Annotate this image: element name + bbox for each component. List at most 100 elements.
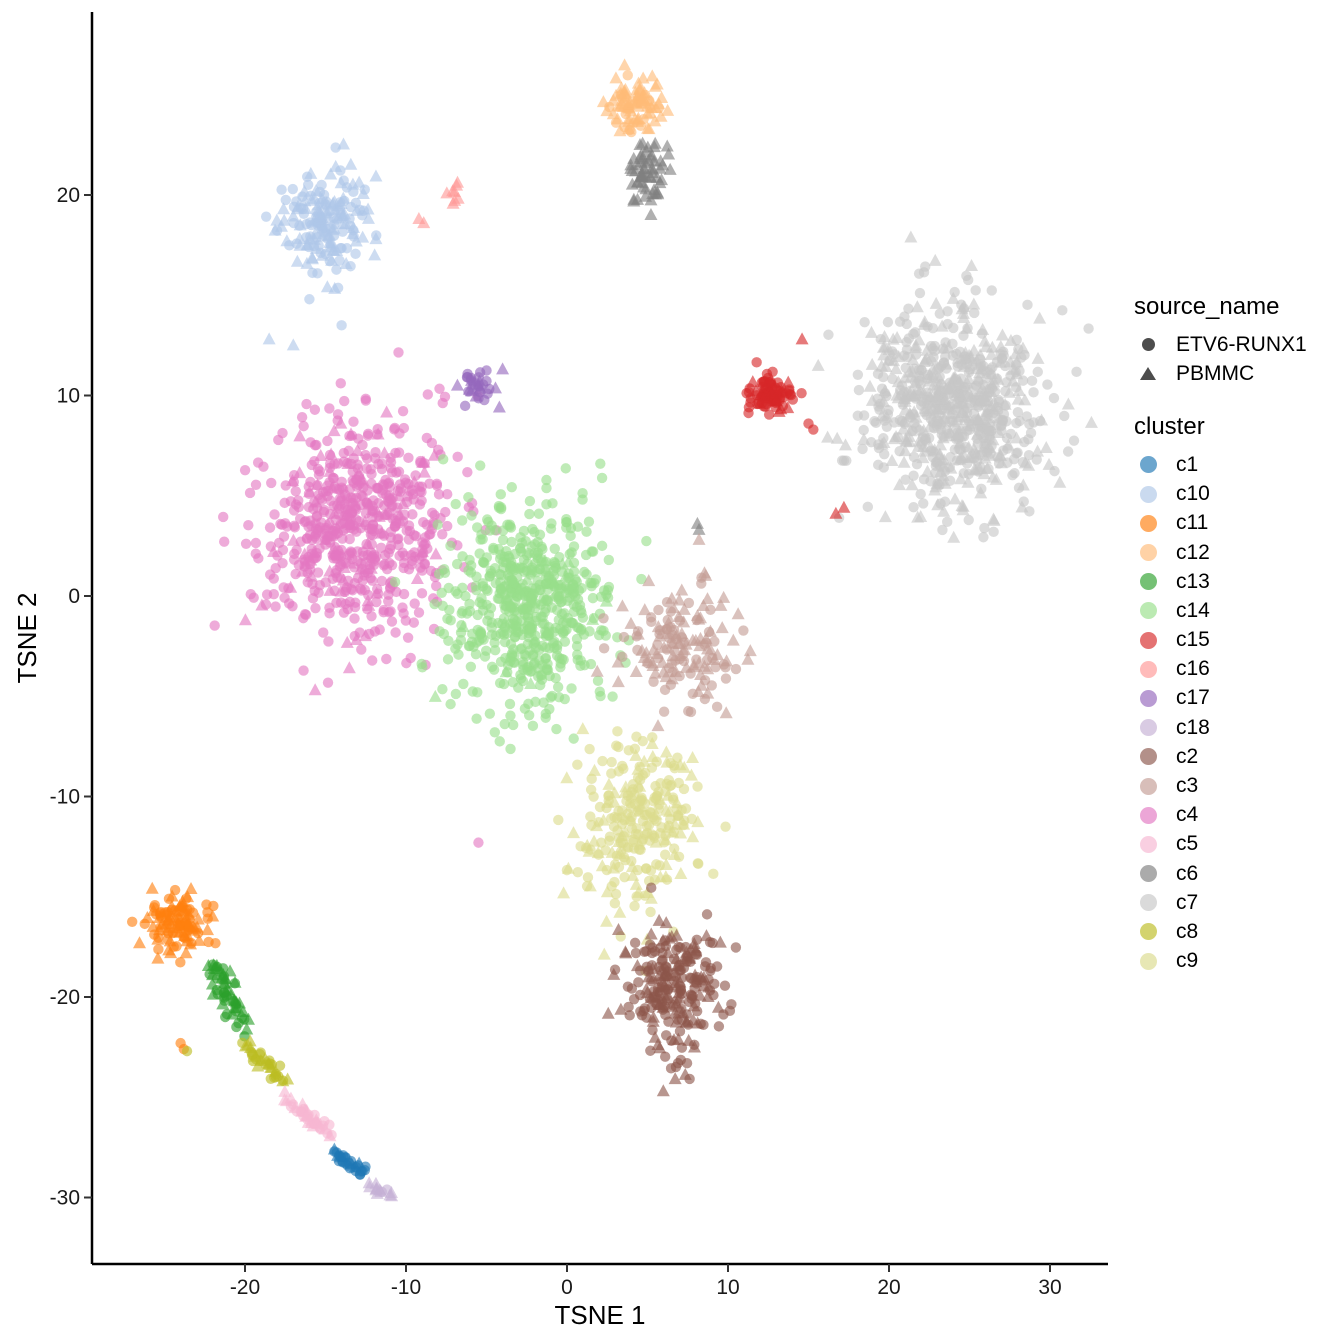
point-c7 — [957, 431, 968, 442]
point-c10 — [262, 332, 276, 345]
point-c15 — [781, 401, 795, 414]
point-c9 — [646, 762, 658, 773]
point-c14 — [493, 502, 505, 514]
point-c7 — [933, 363, 944, 374]
point-c11 — [153, 944, 164, 955]
point-c7 — [992, 425, 1006, 438]
point-c11 — [201, 923, 215, 936]
point-c2 — [674, 965, 685, 976]
point-c7 — [947, 530, 961, 543]
point-c7 — [944, 461, 955, 473]
point-c6 — [644, 208, 658, 221]
point-c7 — [859, 316, 870, 328]
point-c7 — [984, 387, 995, 398]
point-c9 — [575, 841, 586, 852]
point-c4 — [289, 522, 301, 533]
y-tick-label: 0 — [68, 585, 80, 608]
point-c7 — [872, 459, 884, 471]
point-c14 — [586, 546, 598, 557]
point-c14 — [467, 628, 478, 640]
point-c3 — [659, 684, 671, 696]
legend-swatch-icon — [1139, 660, 1157, 678]
point-c9 — [647, 732, 658, 743]
point-c11 — [179, 918, 191, 929]
point-c7 — [937, 504, 951, 517]
point-c9 — [610, 888, 622, 900]
point-c4 — [348, 416, 359, 427]
point-c2 — [662, 931, 676, 944]
point-c4 — [264, 522, 276, 533]
point-c4 — [266, 477, 277, 489]
point-c7 — [958, 405, 970, 416]
point-c4 — [324, 447, 338, 460]
point-c7 — [875, 359, 889, 372]
point-c14 — [502, 569, 514, 581]
point-c10 — [335, 242, 346, 254]
point-c4 — [356, 644, 367, 655]
point-c7 — [1039, 441, 1053, 454]
point-c9 — [662, 804, 676, 817]
point-c4 — [327, 424, 341, 437]
point-c7 — [897, 455, 911, 468]
point-c7 — [896, 380, 908, 391]
point-c3 — [655, 655, 669, 668]
point-c3 — [743, 644, 757, 657]
point-c3 — [666, 601, 680, 614]
point-c15 — [746, 375, 760, 388]
point-c7 — [931, 498, 945, 511]
point-c14 — [445, 540, 456, 552]
point-c7 — [1049, 465, 1060, 477]
point-c14 — [464, 598, 475, 610]
point-c3 — [709, 636, 720, 647]
point-c4 — [359, 584, 371, 596]
point-c9 — [674, 867, 688, 880]
point-c7 — [889, 417, 900, 428]
color-legend-label: c6 — [1176, 861, 1199, 885]
point-c12 — [648, 114, 662, 127]
point-c9 — [659, 745, 673, 758]
point-c4 — [434, 383, 445, 394]
point-c14 — [576, 623, 587, 635]
point-c14 — [524, 495, 536, 507]
point-c14 — [472, 687, 483, 698]
color-legend-label: c17 — [1176, 686, 1210, 710]
point-c4 — [250, 548, 261, 559]
shape-legend-label: PBMMC — [1176, 361, 1255, 385]
point-c10 — [303, 231, 317, 244]
point-c12 — [630, 115, 644, 128]
point-c10 — [334, 255, 345, 266]
point-c7 — [975, 359, 986, 370]
point-c14 — [568, 599, 579, 610]
point-c7 — [934, 392, 948, 405]
point-c14 — [542, 658, 553, 670]
point-c6 — [639, 169, 653, 182]
point-c9 — [636, 836, 647, 847]
point-c15 — [808, 424, 819, 435]
point-c13 — [229, 978, 241, 989]
point-c3 — [687, 658, 701, 671]
point-c7 — [853, 384, 865, 396]
point-c3 — [611, 675, 625, 688]
point-c4 — [293, 495, 304, 506]
point-c7 — [948, 322, 959, 334]
point-c12 — [618, 58, 632, 71]
point-c6 — [692, 522, 706, 535]
point-c7 — [958, 330, 969, 341]
point-c14 — [534, 584, 545, 596]
point-c2 — [711, 1000, 725, 1013]
point-c14 — [568, 733, 579, 744]
color-legend-item: c1 — [1130, 450, 1307, 479]
point-c12 — [635, 94, 649, 107]
point-c4 — [426, 437, 438, 449]
point-c7 — [963, 514, 974, 526]
point-c9 — [584, 743, 595, 755]
point-c6 — [653, 176, 667, 189]
point-c14 — [641, 535, 652, 547]
point-c3 — [624, 616, 638, 629]
point-c2 — [713, 935, 727, 948]
point-c4 — [250, 537, 262, 549]
point-c4 — [401, 496, 413, 508]
point-c12 — [661, 103, 675, 116]
point-c14 — [466, 510, 477, 521]
x-tick-label: 10 — [716, 1276, 739, 1299]
